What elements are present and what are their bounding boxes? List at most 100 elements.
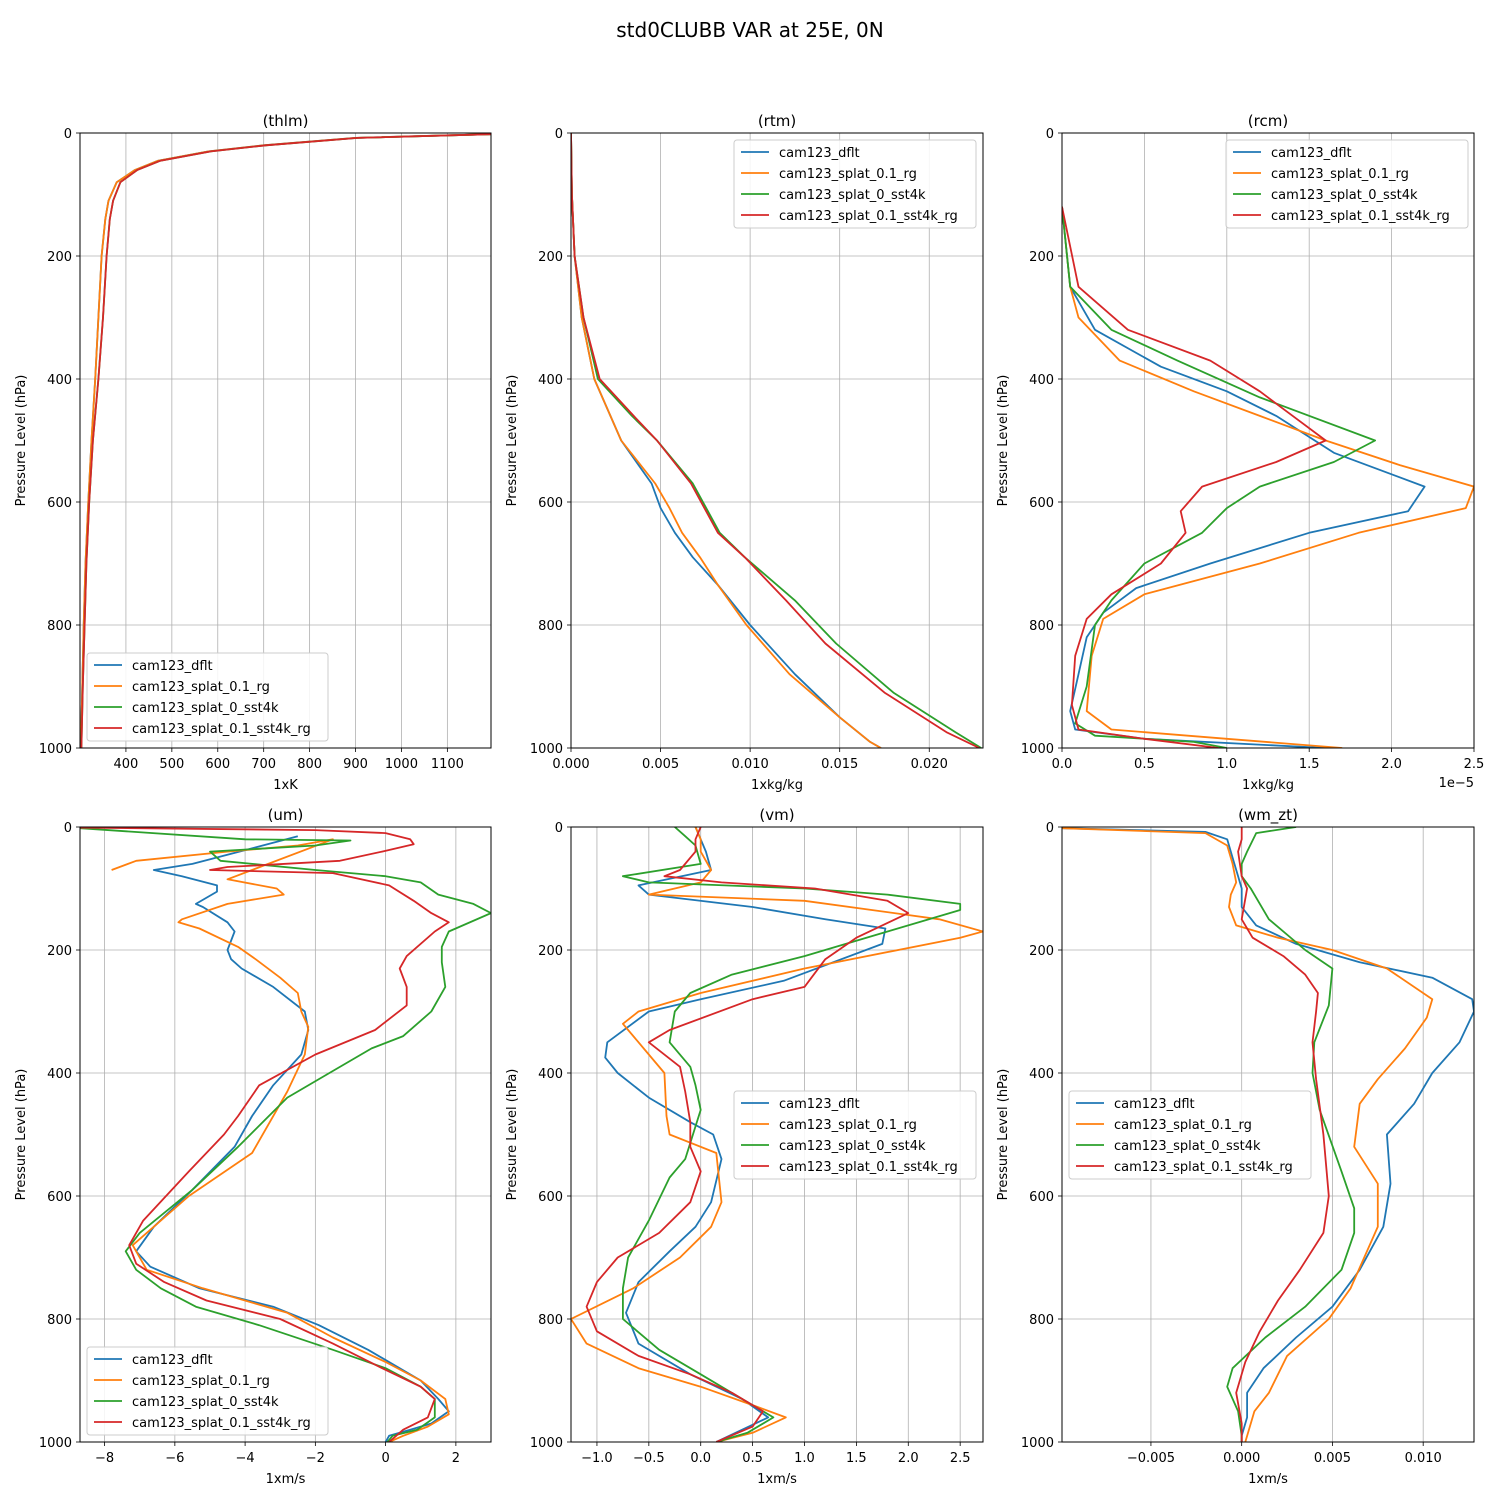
legend-label: cam123_splat_0_sst4k (132, 701, 279, 716)
legend-label: cam123_dflt (1114, 1097, 1195, 1112)
subplot-rtm: 0.000 0.005 0.010 0.015 0.020 0 200 400 600 800 10… (505, 112, 984, 793)
y-tick-label: 200 (1029, 250, 1054, 265)
y-tick-label: 800 (538, 619, 563, 634)
x-tick-label: −8 (95, 1451, 114, 1466)
x-tick-label: 0.000 (1223, 1451, 1260, 1466)
series-line-cam123_splat_0.1_rg (1062, 827, 1434, 1442)
y-tick-label: 800 (538, 1313, 563, 1328)
x-tick-label: 0.010 (1405, 1451, 1442, 1466)
y-axis-label: Pressure Level (hPa) (505, 1069, 520, 1201)
x-tick-label: 2.5 (1464, 757, 1485, 772)
x-tick-label: 1000 (385, 757, 418, 772)
series-line-cam123_splat_0_sst4k (622, 827, 962, 1442)
x-tick-label: 2.0 (898, 1451, 919, 1466)
series-group (80, 133, 491, 748)
x-tick-label: 0.010 (732, 757, 769, 772)
legend-label: cam123_splat_0.1_sst4k_rg (1114, 1160, 1293, 1175)
x-axis-label: 1xkg/kg (751, 778, 803, 793)
x-tick-label: −6 (165, 1451, 184, 1466)
series-group (80, 827, 491, 1442)
y-tick-label: 400 (538, 1067, 563, 1082)
x-axis-label: 1xkg/kg (1242, 778, 1294, 793)
legend-box (1225, 139, 1469, 229)
y-tick-label: 400 (47, 373, 72, 388)
x-tick-label: 0.5 (1134, 757, 1155, 772)
legend-box (86, 652, 329, 742)
y-tick-label: 800 (47, 1313, 72, 1328)
x-tick-label: 700 (251, 757, 276, 772)
subplot-vm: −1.0 −0.5 0.0 0.5 1.0 1.5 2.0 2.5 0 200 400 600 800 1… (505, 806, 984, 1487)
x-tick-label: 800 (297, 757, 322, 772)
x-axis-label: 1xm/s (1248, 1472, 1288, 1487)
subplots: 400 500 600 700 800 900 1000 110002004006008001… (14, 112, 1484, 1487)
series-group (571, 827, 983, 1442)
legend: cam123_dflt cam123_splat_0.1_rg cam123_spl… (733, 139, 977, 229)
y-tick-label: 1000 (39, 1436, 72, 1451)
y-tick-label: 800 (1029, 619, 1054, 634)
series-line-cam123_splat_0.1_sst4k_rg (1062, 206, 1327, 748)
y-tick-label: 600 (1029, 496, 1054, 511)
legend-label: cam123_splat_0.1_rg (779, 1118, 917, 1133)
legend-label: cam123_splat_0.1_sst4k_rg (779, 209, 958, 224)
series-line-cam123_splat_0_sst4k (80, 827, 491, 1442)
x-tick-label: 0.005 (1314, 1451, 1351, 1466)
y-tick-label: 0 (555, 127, 563, 142)
subplot-rcm: 0.0 0.5 1.0 1.5 2.0 2.5 0 200 400 600 800 1000 (rcm)… (996, 112, 1484, 793)
legend: cam123_dflt cam123_splat_0.1_rg cam123_spl… (86, 652, 329, 742)
x-tick-label: 0.5 (742, 1451, 763, 1466)
series-line-cam123_splat_0.1_rg (1062, 206, 1474, 748)
x-tick-label: 0.0 (1052, 757, 1073, 772)
series-line-cam123_dflt (1062, 206, 1426, 748)
legend-label: cam123_splat_0_sst4k (779, 188, 926, 203)
y-tick-label: 1000 (39, 742, 72, 757)
x-tick-label: 0.000 (552, 757, 589, 772)
x-tick-label: 600 (205, 757, 230, 772)
x-axis-label: 1xK (273, 778, 298, 793)
legend-label: cam123_splat_0.1_rg (132, 680, 270, 695)
series-group (1062, 827, 1474, 1442)
x-tick-label: 400 (114, 757, 139, 772)
subplot-wm_zt: −0.005 0.000 0.005 0.010 0 200 400 600 800 1000 (w… (996, 806, 1475, 1487)
x-tick-label: 0.020 (911, 757, 948, 772)
x-tick-label: 2.0 (1381, 757, 1402, 772)
y-axis-label: Pressure Level (hPa) (14, 1069, 29, 1201)
x-axis-label: 1xm/s (757, 1472, 797, 1487)
x-tick-label: 0.0 (690, 1451, 711, 1466)
legend-label: cam123_splat_0.1_sst4k_rg (132, 722, 311, 737)
x-tick-label: 1.0 (794, 1451, 815, 1466)
y-tick-label: 0 (555, 821, 563, 836)
x-tick-label: 1.5 (846, 1451, 867, 1466)
y-tick-label: 600 (47, 496, 72, 511)
y-tick-label: 0 (1046, 127, 1054, 142)
x-tick-label: 0 (381, 1451, 389, 1466)
legend-box (86, 1346, 329, 1436)
legend-label: cam123_dflt (132, 1353, 213, 1368)
subplot-thlm: 400 500 600 700 800 900 1000 1100 0 200 400 600 800 1… (14, 112, 492, 793)
legend-label: cam123_splat_0_sst4k (779, 1139, 926, 1154)
series-line-cam123_splat_0.1_sst4k_rg (80, 133, 491, 748)
legend-label: cam123_dflt (779, 146, 860, 161)
series-line-cam123_splat_0.1_sst4k_rg (1235, 827, 1330, 1442)
series-group (1062, 206, 1474, 748)
x-tick-label: −0.005 (1127, 1451, 1175, 1466)
legend-label: cam123_splat_0.1_sst4k_rg (779, 1160, 958, 1175)
series-line-cam123_splat_0.1_rg (111, 838, 450, 1442)
y-tick-label: 1000 (1021, 1436, 1054, 1451)
y-axis-label: Pressure Level (hPa) (14, 375, 29, 507)
y-tick-label: 1000 (530, 1436, 563, 1451)
y-tick-label: 600 (47, 1190, 72, 1205)
series-line-cam123_splat_0.1_sst4k_rg (571, 133, 980, 748)
subplot-title: (um) (268, 806, 304, 824)
y-tick-label: 200 (1029, 944, 1054, 959)
subplot-um: −8 −6 −4 −2 0 2 0 200 400 600 800 1000 (um) 1xm/s Pres… (14, 806, 492, 1487)
y-tick-label: 200 (538, 944, 563, 959)
y-axis-label: Pressure Level (hPa) (996, 375, 1011, 507)
x-offset-label: 1e−5 (1439, 776, 1474, 791)
plot-frame (79, 826, 492, 1443)
legend-label: cam123_splat_0.1_rg (132, 1374, 270, 1389)
y-tick-label: 400 (1029, 373, 1054, 388)
x-tick-label: −4 (236, 1451, 255, 1466)
x-tick-label: 1100 (431, 757, 464, 772)
plot-frame (79, 132, 492, 749)
